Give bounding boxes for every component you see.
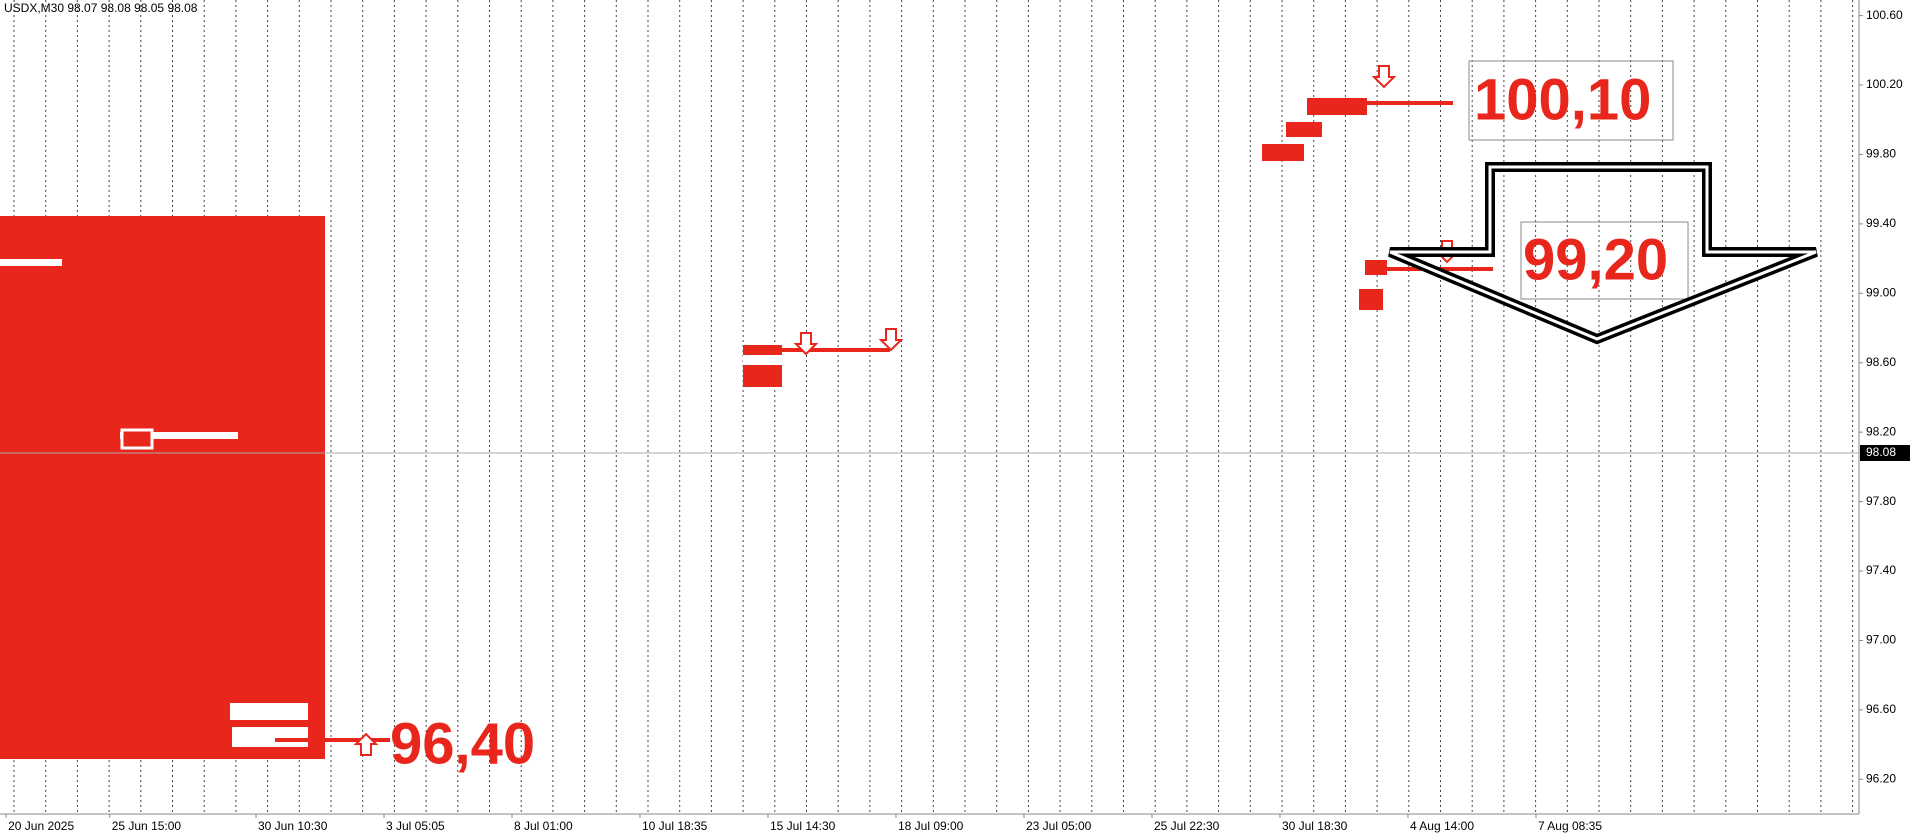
- x-tick-label: 8 Jul 01:00: [514, 819, 573, 833]
- x-tick-label: 25 Jul 22:30: [1154, 819, 1220, 833]
- y-tick-label: 98.60: [1866, 355, 1896, 369]
- big-arrow-inner: [1389, 165, 1817, 341]
- y-tick-label: 98.20: [1866, 424, 1896, 438]
- label-box: [1520, 221, 1689, 300]
- level-marker: [0, 259, 62, 266]
- y-tick-label: 99.40: [1866, 216, 1896, 230]
- y-tick-label: 97.40: [1866, 563, 1896, 577]
- level-marker: [120, 428, 154, 450]
- level-marker: [1286, 122, 1322, 137]
- down-arrow: [878, 328, 904, 352]
- down-arrow: [793, 332, 819, 356]
- label-box: [1468, 60, 1674, 141]
- y-tick-label: 96.60: [1866, 702, 1896, 716]
- x-tick-label: 30 Jun 10:30: [258, 819, 328, 833]
- x-tick-label: 25 Jun 15:00: [112, 819, 182, 833]
- x-tick-label: 7 Aug 08:35: [1538, 819, 1602, 833]
- level-marker: [230, 703, 308, 720]
- zone: [0, 216, 325, 759]
- y-tick-label: 97.80: [1866, 494, 1896, 508]
- x-tick-label: 15 Jul 14:30: [770, 819, 836, 833]
- down-arrow: [1371, 65, 1397, 89]
- annotation: 99,20: [1523, 227, 1668, 292]
- annotation: 96,40: [390, 711, 535, 776]
- level-marker: [232, 727, 308, 747]
- level-marker: [1262, 144, 1304, 161]
- level-marker: [120, 432, 238, 439]
- y-tick-label: 100.60: [1866, 8, 1903, 22]
- y-tick-label: 96.20: [1866, 771, 1896, 785]
- x-tick-label: 4 Aug 14:00: [1410, 819, 1474, 833]
- x-tick-label: 30 Jul 18:30: [1282, 819, 1348, 833]
- last-price-label: 98.08: [1866, 445, 1896, 459]
- x-tick-label: 3 Jul 05:05: [386, 819, 445, 833]
- y-tick-label: 99.80: [1866, 147, 1896, 161]
- level-marker: [1365, 260, 1387, 275]
- level-marker: [1359, 289, 1383, 310]
- y-tick-label: 100.20: [1866, 77, 1903, 91]
- level-marker: [743, 345, 782, 387]
- last-price-box: [1860, 444, 1910, 461]
- chart-title: USDX,M30 98.07 98.08 98.05 98.08: [4, 1, 198, 15]
- level-marker: [743, 355, 782, 365]
- x-tick-label: 23 Jul 05:00: [1026, 819, 1092, 833]
- separators: [13, 0, 1854, 814]
- level-marker: [1307, 98, 1367, 115]
- y-tick-label: 97.00: [1866, 633, 1896, 647]
- x-tick-label: 18 Jul 09:00: [898, 819, 964, 833]
- up-arrow: [353, 732, 379, 756]
- x-tick-label: 10 Jul 18:35: [642, 819, 708, 833]
- y-tick-label: 99.00: [1866, 285, 1896, 299]
- x-tick-label: 20 Jun 2025: [8, 819, 74, 833]
- annotation: 100,10: [1474, 67, 1651, 132]
